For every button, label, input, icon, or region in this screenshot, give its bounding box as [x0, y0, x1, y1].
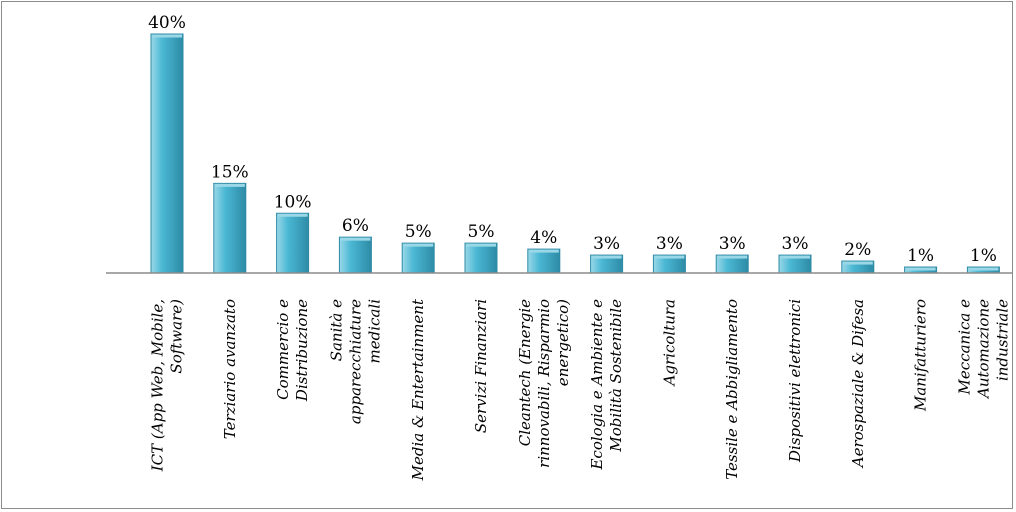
category-label: Manifatturiero — [912, 299, 930, 412]
category-label-line: medicali — [365, 299, 383, 364]
category-label-line: ICT (App Web, Mobile, — [149, 299, 167, 472]
category-label: Aerospaziale & Difesa — [849, 299, 867, 469]
bar-top-highlight — [968, 267, 999, 271]
value-label: 4% — [530, 228, 557, 248]
category-label: Sanità e apparecchiature medicali — [327, 299, 383, 424]
bar — [213, 182, 247, 274]
category-label: Dispositivi elettronici — [786, 299, 804, 463]
category-label-line: Meccanica e — [955, 299, 973, 396]
value-label: 3% — [656, 234, 683, 254]
bar — [464, 242, 498, 274]
category-label-line: rinnovabili, Risparmio — [535, 299, 553, 468]
bar-top-highlight — [277, 213, 308, 217]
value-label: 1% — [907, 246, 934, 266]
category-label: Tessile e Abbigliamento — [723, 299, 741, 480]
bar-top-highlight — [905, 267, 936, 271]
bar-top-highlight — [780, 255, 810, 259]
category-label: Commercio e Distribuzione — [274, 299, 311, 402]
category-label-line: Commercio e — [274, 299, 292, 400]
category-label: Agricoltura — [660, 299, 678, 387]
bar — [527, 248, 561, 274]
bar-top-highlight — [214, 183, 245, 187]
category-label-line: industriale — [993, 299, 1011, 381]
category-label-line: Ecologia e Ambiente e — [588, 299, 606, 471]
bar-top-highlight — [403, 243, 434, 247]
category-label-line: Media & Entertainment — [409, 298, 427, 481]
category-label-line: Distribuzione — [293, 299, 311, 402]
category-label-line: Software) — [168, 299, 186, 374]
category-label-line: energetico) — [554, 299, 572, 386]
bar-top-highlight — [717, 255, 748, 259]
category-label: Cleantech (Energie rinnovabili, Risparmio… — [516, 299, 572, 468]
category-label-line: Aerospaziale & Difesa — [849, 299, 867, 469]
bar-top-highlight — [591, 255, 622, 259]
bars — [150, 33, 1000, 274]
bar — [276, 212, 310, 274]
bar-top-highlight — [842, 261, 873, 265]
category-label: Meccanica e Automazione industriale — [955, 299, 1011, 400]
value-label: 40% — [148, 13, 186, 33]
value-label: 3% — [782, 234, 809, 254]
value-label: 2% — [844, 240, 871, 260]
bar — [150, 33, 184, 274]
category-label-line: Agricoltura — [660, 299, 678, 387]
value-label: 15% — [211, 162, 249, 182]
bar-top-highlight — [654, 255, 685, 259]
category-label: Media & Entertainment — [409, 298, 427, 481]
value-label: 5% — [468, 222, 495, 242]
category-label-line: Manifatturiero — [912, 299, 930, 412]
bar-top-highlight — [528, 249, 559, 253]
value-label: 3% — [593, 234, 620, 254]
category-label-line: Servizi Finanziari — [472, 299, 490, 433]
value-label: 1% — [970, 246, 997, 266]
category-labels: ICT (App Web, Mobile, Software) Terziario … — [149, 298, 1012, 481]
category-label-line: Terziario avanzato — [221, 299, 239, 439]
bar-top-highlight — [466, 243, 496, 247]
category-label-line: Mobilità Sostenibile — [607, 299, 625, 453]
value-label: 3% — [719, 234, 746, 254]
category-label: Ecologia e Ambiente e Mobilità Sostenibil… — [588, 299, 625, 471]
category-label-line: Cleantech (Energie — [516, 299, 534, 446]
category-label-line: apparecchiature — [346, 299, 364, 424]
category-label: ICT (App Web, Mobile, Software) — [149, 299, 186, 472]
value-label: 6% — [342, 216, 369, 236]
category-label: Servizi Finanziari — [472, 299, 490, 433]
value-label: 5% — [405, 222, 432, 242]
value-labels: 40% 15% 10% 6% 5% 5% 4% 3% 3% 3% 3% 2% 1% 1% — [148, 13, 997, 266]
category-label-line: Dispositivi elettronici — [786, 299, 804, 463]
bar-top-highlight — [340, 237, 371, 241]
bar — [401, 242, 435, 274]
category-label: Terziario avanzato — [221, 299, 239, 439]
category-label-line: Automazione — [974, 299, 992, 400]
category-label-line: Sanità e — [327, 299, 345, 361]
bar — [338, 236, 372, 274]
bar-top-highlight — [152, 34, 182, 38]
category-label-line: Tessile e Abbigliamento — [723, 299, 741, 480]
value-label: 10% — [274, 192, 312, 212]
